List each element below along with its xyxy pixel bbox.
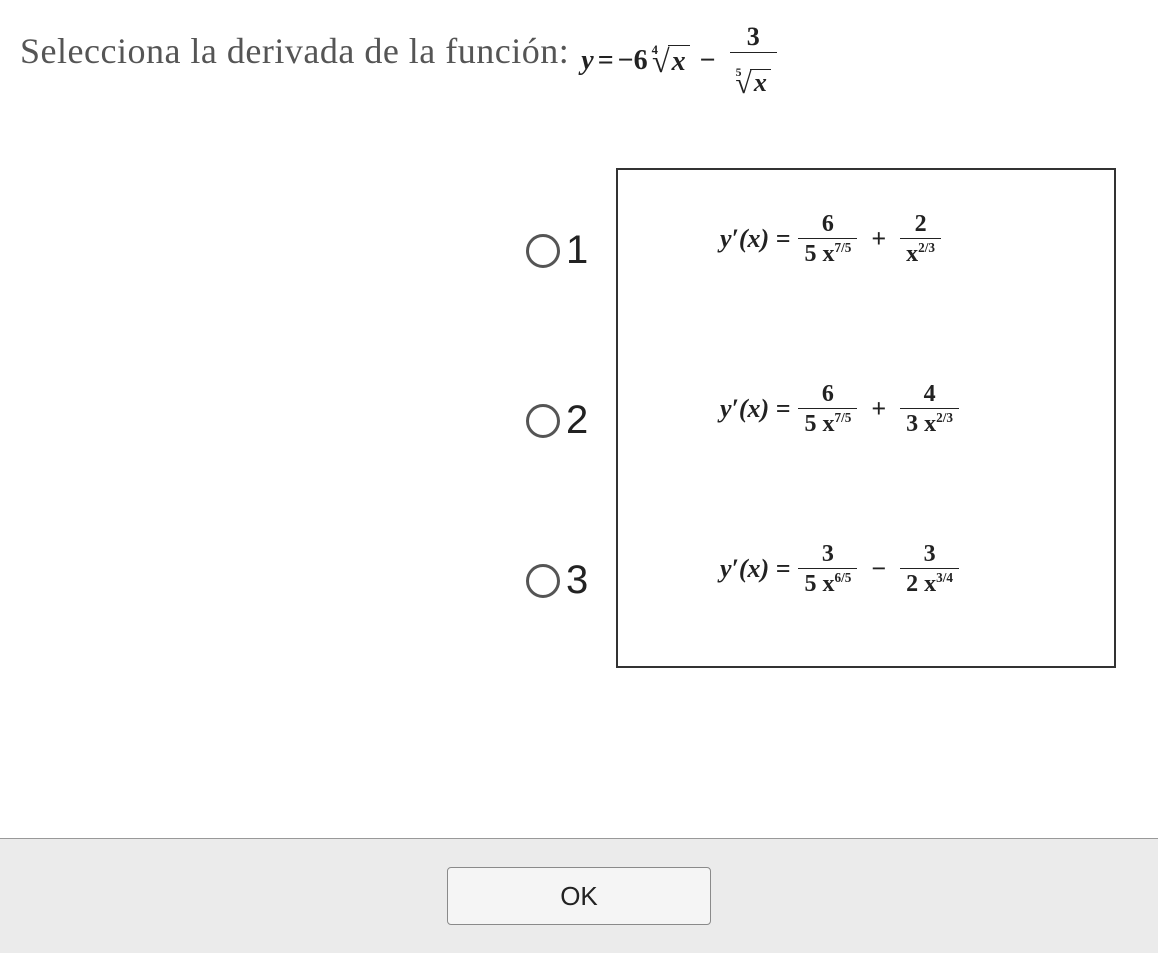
q-minus: − xyxy=(700,45,716,77)
q-root1-radicand: x xyxy=(668,45,690,78)
opt3-op: − xyxy=(871,554,886,584)
question-row: Selecciona la derivada de la función: y … xyxy=(20,30,1138,105)
question-text: Selecciona la derivada de la función: xyxy=(20,30,569,72)
option-2[interactable]: 2 xyxy=(526,398,588,443)
q-eq: = xyxy=(598,45,614,77)
opt2-op: + xyxy=(871,394,886,424)
q-lhs: y xyxy=(581,45,593,77)
footer: OK xyxy=(0,838,1158,953)
opt1-prefix: y′(x) = xyxy=(720,224,790,254)
opt3-term1: 3 5 x6/5 xyxy=(798,542,857,596)
ok-button[interactable]: OK xyxy=(447,867,711,925)
option-2-formula: y′(x) = 6 5 x7/5 + 4 3 x2/3 xyxy=(720,382,963,436)
q-frac2-den: 5 √ x xyxy=(730,52,777,99)
opt1-term2: 2 x2/3 xyxy=(900,212,941,266)
radio-icon[interactable] xyxy=(526,564,560,598)
option-1-number: 1 xyxy=(566,228,588,273)
q-frac2-num: 3 xyxy=(741,24,766,52)
radio-icon[interactable] xyxy=(526,404,560,438)
opt3-term2: 3 2 x3/4 xyxy=(900,542,959,596)
option-3[interactable]: 3 xyxy=(526,558,588,603)
opt1-term1: 6 5 x7/5 xyxy=(798,212,857,266)
opt3-prefix: y′(x) = xyxy=(720,554,790,584)
option-3-formula: y′(x) = 3 5 x6/5 − 3 2 x3/4 xyxy=(720,542,963,596)
opt1-op: + xyxy=(871,224,886,254)
option-2-number: 2 xyxy=(566,398,588,443)
option-1-formula: y′(x) = 6 5 x7/5 + 2 x2/3 xyxy=(720,212,945,266)
q-frac2: 3 5 √ x xyxy=(730,24,777,99)
opt2-term2: 4 3 x2/3 xyxy=(900,382,959,436)
question-function: y = −6 4 √ x − 3 5 √ x xyxy=(581,24,781,99)
q-coef1: −6 xyxy=(618,45,648,77)
opt2-prefix: y′(x) = xyxy=(720,394,790,424)
q-root1: 4 √ x xyxy=(652,45,690,78)
content-area: Selecciona la derivada de la función: y … xyxy=(0,0,1158,838)
q-root2-radicand: x xyxy=(750,69,771,99)
opt2-term1: 6 5 x7/5 xyxy=(798,382,857,436)
option-3-number: 3 xyxy=(566,558,588,603)
option-1[interactable]: 1 xyxy=(526,228,588,273)
radio-icon[interactable] xyxy=(526,234,560,268)
